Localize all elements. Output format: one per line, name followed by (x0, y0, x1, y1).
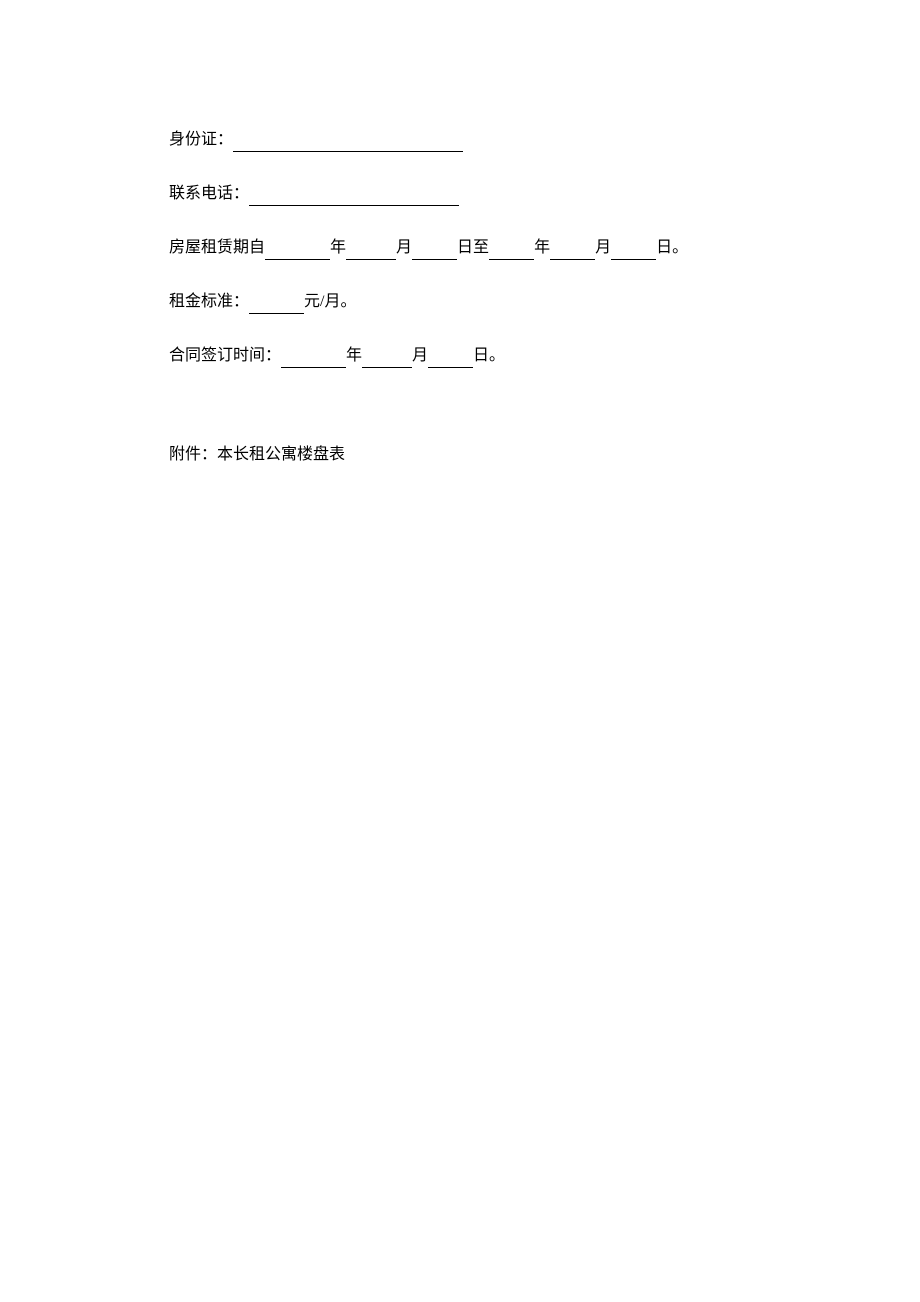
day-unit-3: 日。 (473, 347, 505, 364)
phone-label: 联系电话： (169, 185, 249, 202)
sign-date-label: 合同签订时间： (169, 347, 281, 364)
lease-start-year-blank (265, 242, 330, 260)
sign-date-line: 合同签订时间： 年 月 日。 (169, 344, 769, 368)
lease-prefix: 房屋租赁期自 (169, 239, 265, 256)
year-unit-3: 年 (346, 347, 362, 364)
lease-end-day-blank (611, 242, 656, 260)
rent-line: 租金标准： 元/月。 (169, 290, 769, 314)
day-end-unit: 日。 (656, 239, 688, 256)
id-line: 身份证： (169, 128, 769, 152)
month-unit-1: 月 (396, 239, 412, 256)
document-content: 身份证： 联系电话： 房屋租赁期自年月日至年月日。 租金标准：元/月。 合同签订… (169, 128, 769, 497)
id-label: 身份证： (169, 131, 233, 148)
attachment-line: 附件：本长租公寓楼盘表 (169, 443, 769, 467)
lease-end-year-blank (489, 242, 534, 260)
month-unit-2: 月 (595, 239, 611, 256)
sign-year-blank (281, 350, 346, 368)
year-unit-2: 年 (534, 239, 550, 256)
day-to-unit: 日至 (457, 239, 489, 256)
sign-month-blank (362, 350, 412, 368)
id-blank (233, 134, 463, 152)
phone-blank (249, 188, 459, 206)
lease-period-line: 房屋租赁期自 年 月 日至 年 月 日。 (169, 236, 769, 260)
rent-label: 租金标准： (169, 293, 249, 310)
lease-end-month-blank (550, 242, 595, 260)
month-unit-3: 月 (412, 347, 428, 364)
lease-start-month-blank (346, 242, 396, 260)
attachment-label: 附件：本长租公寓楼盘表 (169, 446, 345, 463)
rent-unit: 元/月。 (304, 293, 356, 310)
sign-day-blank (428, 350, 473, 368)
rent-blank (249, 296, 304, 314)
year-unit-1: 年 (330, 239, 346, 256)
lease-start-day-blank (412, 242, 457, 260)
phone-line: 联系电话： (169, 182, 769, 206)
